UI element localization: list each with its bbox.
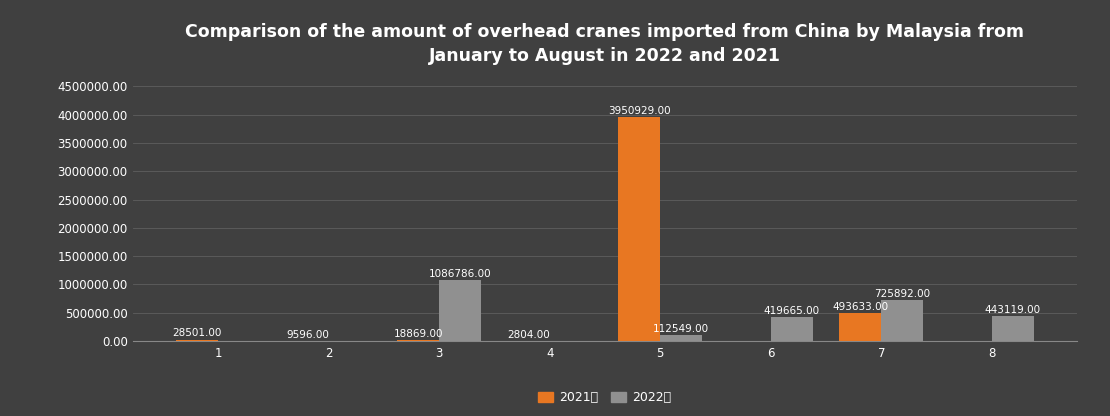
Text: 493633.00: 493633.00 — [832, 302, 888, 312]
Text: 419665.00: 419665.00 — [764, 306, 820, 316]
Bar — [839, 313, 881, 341]
Text: 112549.00: 112549.00 — [653, 324, 709, 334]
Bar — [770, 317, 813, 341]
Text: 443119.00: 443119.00 — [985, 305, 1041, 315]
Bar — [881, 300, 924, 341]
Text: 725892.00: 725892.00 — [875, 289, 930, 299]
Bar — [660, 335, 703, 341]
Bar — [992, 316, 1033, 341]
Bar — [397, 340, 440, 341]
Text: 18869.00: 18869.00 — [393, 329, 443, 339]
Bar — [440, 280, 481, 341]
Legend: 2021年, 2022年: 2021年, 2022年 — [533, 386, 677, 409]
Text: 9596.00: 9596.00 — [286, 329, 329, 339]
Text: 28501.00: 28501.00 — [172, 329, 222, 339]
Title: Comparison of the amount of overhead cranes imported from China by Malaysia from: Comparison of the amount of overhead cra… — [185, 23, 1025, 65]
Bar — [618, 117, 660, 341]
Text: 2804.00: 2804.00 — [507, 330, 551, 340]
Text: 1086786.00: 1086786.00 — [428, 269, 492, 279]
Text: 3950929.00: 3950929.00 — [608, 106, 670, 116]
Bar — [176, 339, 218, 341]
